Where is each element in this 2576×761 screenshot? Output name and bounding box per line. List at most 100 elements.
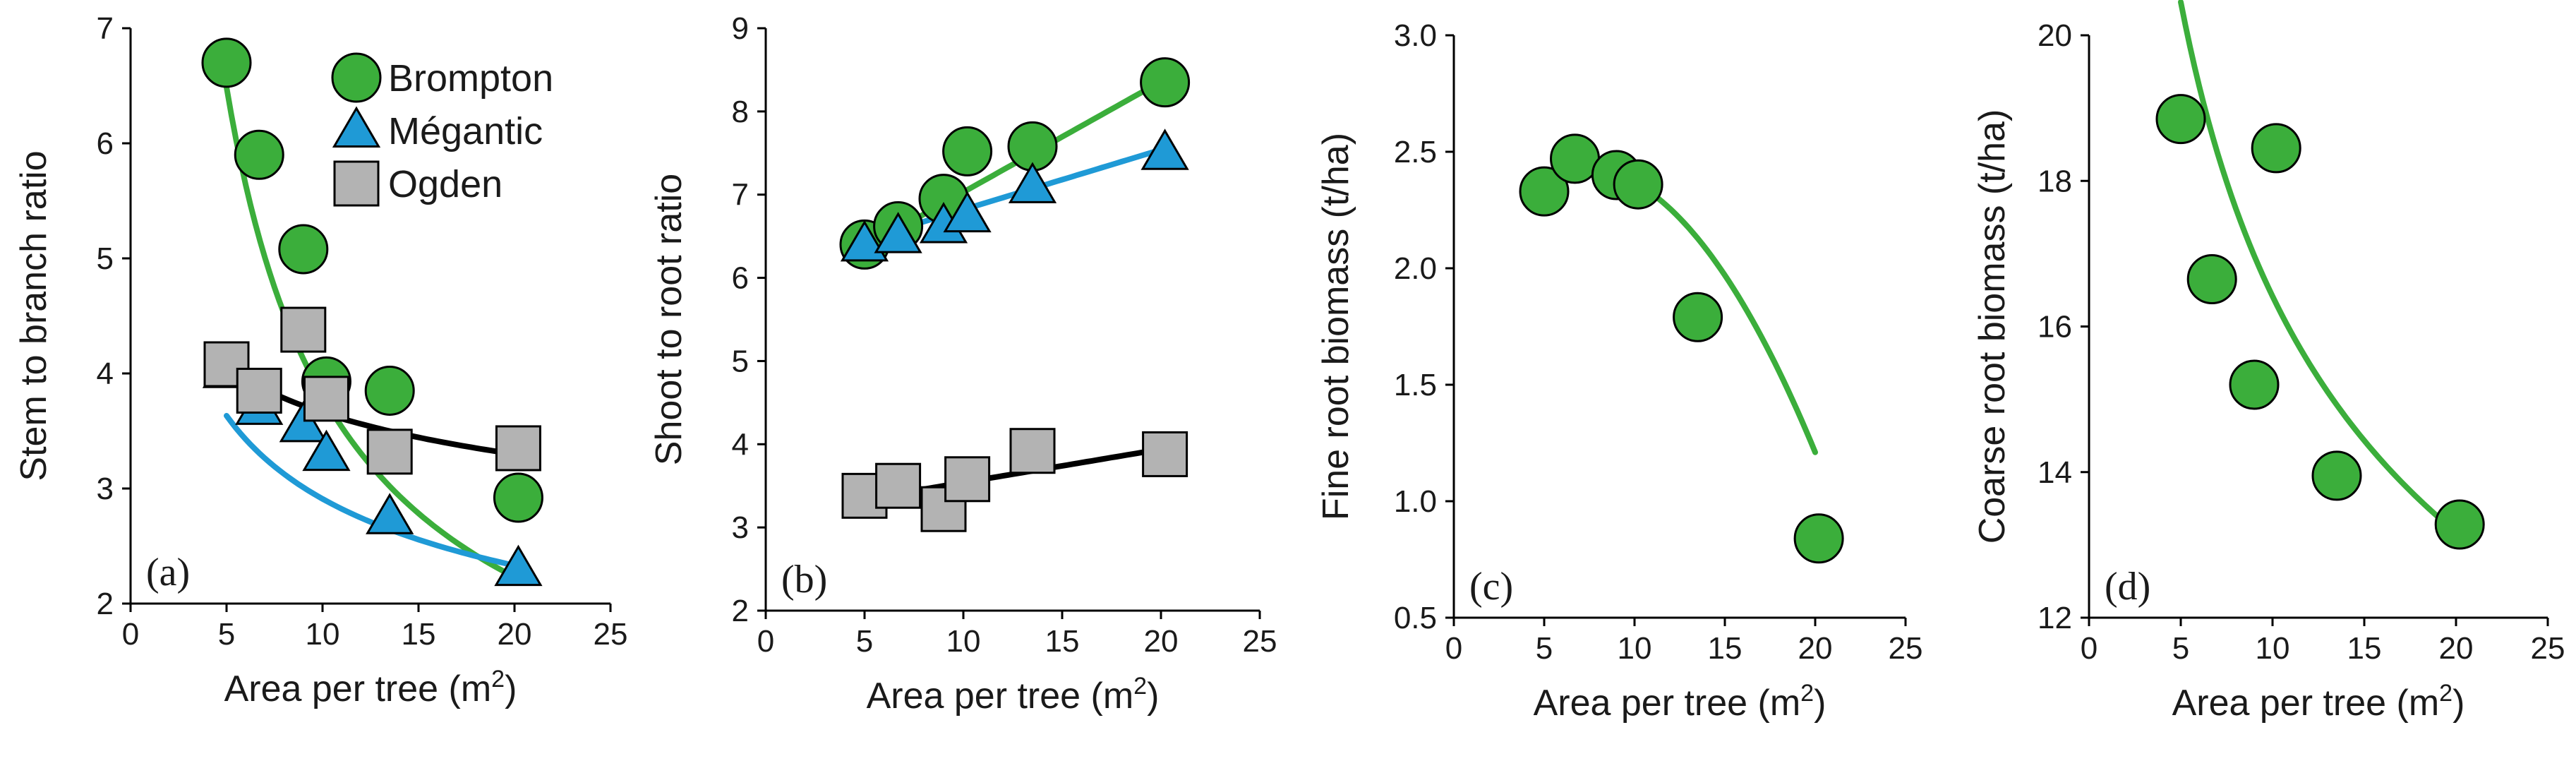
- x-tick-label: 5: [856, 624, 873, 659]
- y-tick-label: 5: [732, 344, 749, 378]
- x-axis-title-sup: 2: [1800, 680, 1814, 707]
- point-ogden: [1009, 428, 1056, 474]
- x-tick-label: 0: [122, 617, 139, 652]
- point-ogden: [236, 367, 282, 414]
- point-brompton: [2251, 123, 2301, 174]
- y-tick-label: 7: [732, 178, 749, 212]
- y-tick-label: 8: [732, 95, 749, 129]
- point-brompton: [234, 129, 284, 180]
- y-tick-label: 2.0: [1394, 251, 1437, 286]
- x-axis-title-sup: 2: [491, 666, 505, 693]
- x-tick-label: 15: [2347, 631, 2382, 666]
- legend: Brompton Mégantic Ogden: [331, 52, 553, 207]
- x-axis-title-text: Area per tree (m: [224, 669, 492, 709]
- y-tick-label: 3: [97, 472, 114, 506]
- y-tick-label: 2: [97, 587, 114, 621]
- x-tick-label: 10: [946, 624, 981, 659]
- x-tick-label: 25: [1889, 631, 1923, 666]
- point-megantic: [943, 191, 992, 233]
- point-brompton: [2155, 94, 2206, 145]
- point-brompton: [1519, 166, 1570, 217]
- y-tick-label: 2: [732, 594, 749, 628]
- y-tick-label: 9: [732, 11, 749, 46]
- point-brompton: [1793, 513, 1844, 564]
- panel-label: (d): [2105, 565, 2150, 609]
- point-megantic: [1008, 162, 1057, 203]
- point-brompton: [1140, 57, 1191, 108]
- x-tick-label: 5: [218, 617, 235, 652]
- point-brompton: [1613, 159, 1663, 210]
- y-tick-label: 4: [97, 356, 114, 391]
- y-tick-label: 6: [97, 126, 114, 161]
- x-tick-label: 5: [2172, 631, 2189, 666]
- point-brompton: [2186, 253, 2237, 304]
- y-tick-label: 4: [732, 427, 749, 462]
- point-megantic: [366, 493, 414, 534]
- x-tick-label: 10: [2256, 631, 2290, 666]
- point-megantic: [302, 429, 351, 472]
- x-tick-label: 0: [1445, 631, 1462, 666]
- panel-d: 0 5 10 15 20 25 12 14 16 18 20 Area per tree (m2) Co…: [1972, 0, 2565, 724]
- y-axis-title: Stem to branch ratio: [13, 150, 54, 481]
- x-axis-title-sup: 2: [2439, 680, 2452, 707]
- y-tick-label: 3.0: [1394, 18, 1437, 53]
- x-tick-label: 10: [306, 617, 340, 652]
- x-axis-title-text: Area per tree (m: [2172, 683, 2440, 724]
- point-brompton: [2311, 450, 2362, 501]
- point-brompton: [942, 126, 993, 176]
- legend-label-brompton: Brompton: [388, 57, 553, 100]
- y-tick-label: 20: [2038, 18, 2072, 53]
- point-ogden: [1142, 431, 1188, 477]
- point-megantic: [279, 400, 327, 443]
- point-ogden: [875, 462, 922, 509]
- x-axis-title-sup: 2: [1133, 673, 1147, 700]
- y-axis-title: Fine root biomass (t/ha): [1316, 133, 1356, 520]
- x-axis-title-text: Area per tree (m: [867, 676, 1134, 717]
- legend-marker-brompton: [331, 52, 382, 103]
- point-brompton: [364, 365, 415, 416]
- x-tick-label: 25: [1243, 624, 1277, 659]
- panel-label: (a): [146, 551, 190, 594]
- y-tick-label: 0.5: [1394, 601, 1437, 635]
- x-axis-title-close: ): [1814, 683, 1826, 724]
- x-tick-label: 15: [1708, 631, 1743, 666]
- x-axis-title-close: ): [505, 669, 517, 709]
- legend-label-ogden: Ogden: [388, 163, 502, 205]
- fit-line-megantic: [224, 412, 517, 568]
- x-axis-title-close: ): [2452, 683, 2464, 724]
- point-brompton: [2434, 499, 2485, 550]
- x-tick-label: 20: [1144, 624, 1179, 659]
- x-tick-label: 25: [2531, 631, 2565, 666]
- x-tick-label: 25: [594, 617, 628, 652]
- x-tick-label: 0: [757, 624, 774, 659]
- panel-label: (c): [1469, 565, 1513, 609]
- y-tick-label: 7: [97, 11, 114, 46]
- legend-marker-ogden: [333, 160, 380, 207]
- y-tick-label: 1.5: [1394, 368, 1437, 402]
- y-tick-label: 12: [2038, 601, 2072, 635]
- y-tick-label: 16: [2038, 310, 2072, 344]
- point-ogden: [944, 456, 991, 503]
- x-tick-label: 0: [2081, 631, 2097, 666]
- x-tick-label: 15: [402, 617, 436, 652]
- point-brompton: [278, 224, 329, 275]
- y-tick-label: 18: [2038, 164, 2072, 198]
- x-axis-title: Area per tree (m2): [867, 673, 1160, 717]
- x-tick-label: 20: [2439, 631, 2474, 666]
- x-tick-label: 5: [1536, 631, 1553, 666]
- x-axis-title: Area per tree (m2): [224, 666, 517, 709]
- x-tick-label: 15: [1045, 624, 1080, 659]
- point-brompton: [493, 472, 543, 523]
- point-megantic: [874, 212, 922, 253]
- point-brompton: [201, 37, 252, 88]
- x-tick-label: 20: [1798, 631, 1833, 666]
- point-brompton: [2229, 359, 2280, 410]
- x-axis-title: Area per tree (m2): [2172, 680, 2465, 724]
- x-axis-title-close: ): [1147, 676, 1159, 717]
- legend-label-megantic: Mégantic: [388, 110, 543, 152]
- point-megantic: [1140, 128, 1189, 170]
- point-ogden: [366, 429, 413, 475]
- y-tick-label: 5: [97, 241, 114, 276]
